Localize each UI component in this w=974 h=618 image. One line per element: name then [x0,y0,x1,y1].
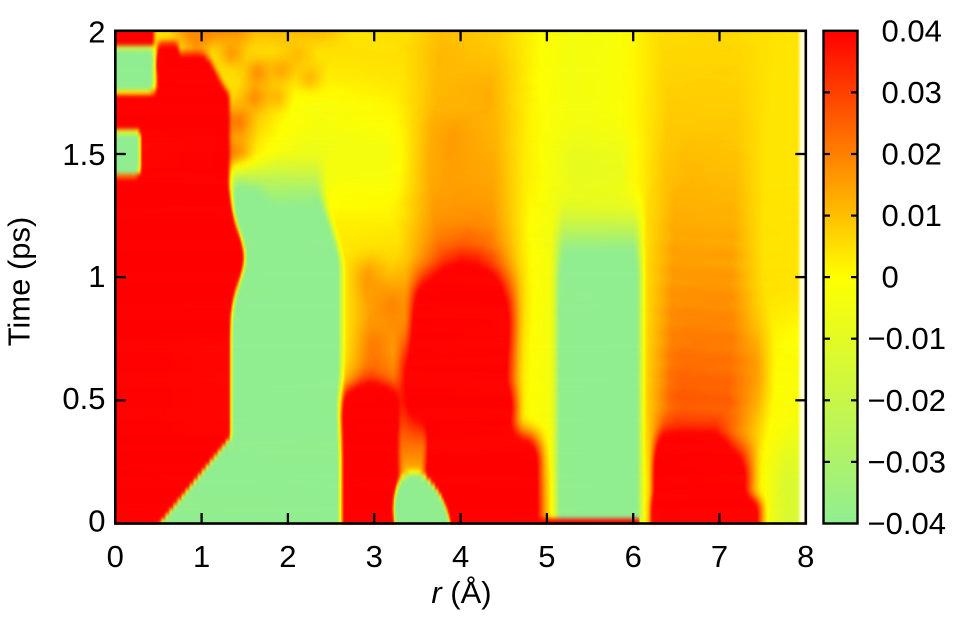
svg-text:1.5: 1.5 [62,137,105,172]
svg-text:5: 5 [538,539,555,574]
svg-text:6: 6 [625,539,642,574]
svg-text:0: 0 [107,539,124,574]
svg-text:0.02: 0.02 [882,137,942,172]
svg-text:−0.01: −0.01 [868,321,946,356]
svg-text:7: 7 [711,539,728,574]
svg-text:−0.04: −0.04 [868,506,946,541]
svg-text:1: 1 [88,259,105,294]
svg-text:−0.02: −0.02 [868,383,946,418]
svg-text:Time (ps): Time (ps) [2,217,37,347]
svg-text:0.04: 0.04 [882,13,942,48]
svg-text:8: 8 [797,539,814,574]
svg-text:r (Å): r (Å) [431,575,491,610]
svg-text:2: 2 [88,15,105,50]
svg-text:2: 2 [279,539,296,574]
svg-text:0.03: 0.03 [882,75,942,110]
svg-text:3: 3 [366,539,383,574]
svg-text:1: 1 [193,539,210,574]
svg-text:0: 0 [88,503,105,538]
svg-text:0: 0 [882,260,899,295]
svg-text:−0.03: −0.03 [868,444,946,479]
svg-text:4: 4 [452,539,469,574]
svg-text:0.5: 0.5 [62,381,105,416]
svg-text:0.01: 0.01 [882,198,942,233]
